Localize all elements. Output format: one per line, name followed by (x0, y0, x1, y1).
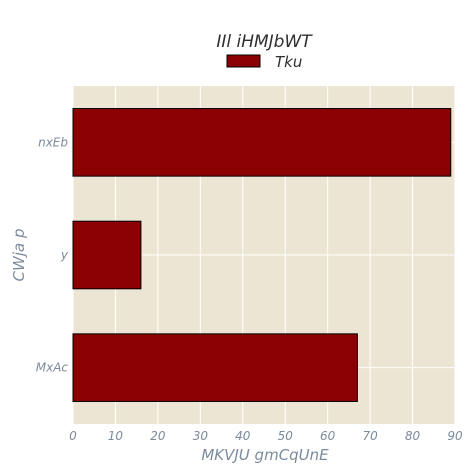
x-tick-label: 40 (235, 429, 251, 443)
x-tick-label: 70 (362, 429, 378, 443)
x-tick-label: 90 (447, 429, 463, 443)
bar-y (72, 220, 142, 290)
bar-nxEb (72, 108, 452, 177)
legend-label: Tku (275, 53, 302, 71)
x-tick-label: 20 (150, 429, 166, 443)
y-tick-label: MxAc (36, 361, 69, 375)
x-tick-label: 0 (69, 429, 77, 443)
bar-MxAc (72, 333, 358, 402)
chart-title: IIl iHMJbWT (216, 32, 313, 52)
legend-swatch (226, 54, 261, 68)
x-tick-label: 10 (108, 429, 124, 443)
x-tick-label: 50 (278, 429, 294, 443)
bars (72, 108, 452, 402)
x-axis-label: MKVJU gmCqUnE (201, 446, 329, 464)
x-tick-label: 80 (405, 429, 421, 443)
x-tick-label: 30 (193, 429, 209, 443)
tick-labels: 0 10 20 30 40 50 60 70 80 90 nxEb y MxAc (36, 135, 463, 443)
y-tick-label: y (60, 248, 69, 262)
y-tick-label: nxEb (38, 135, 68, 149)
y-axis-label: CWja p (10, 229, 28, 282)
x-tick-label: 60 (320, 429, 336, 443)
legend: Tku (226, 53, 302, 71)
